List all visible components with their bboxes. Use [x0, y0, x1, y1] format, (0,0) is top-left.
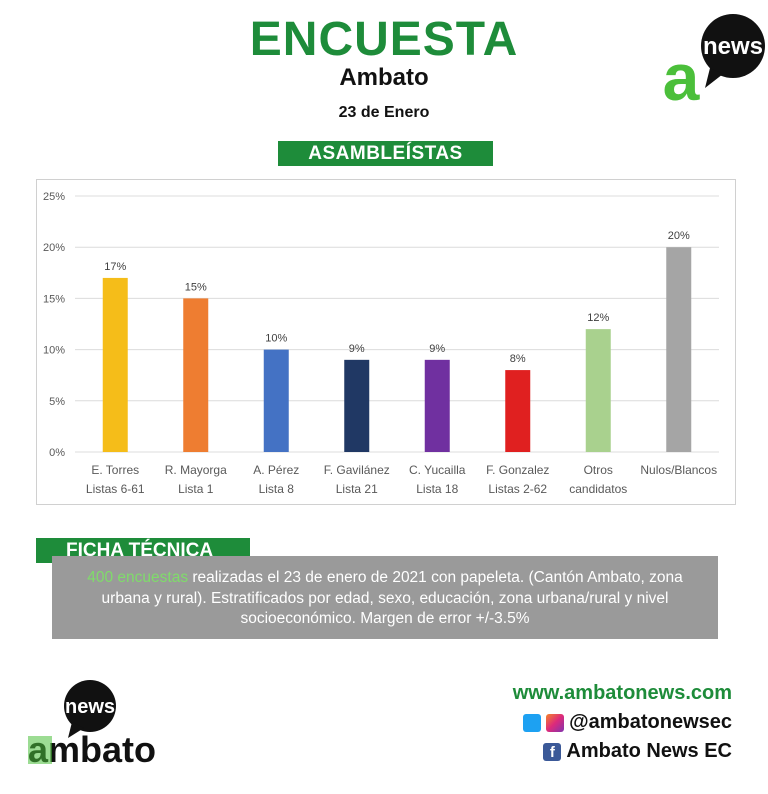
- x-tick-label: candidatos: [569, 482, 627, 496]
- x-tick-label: Otros: [584, 463, 613, 477]
- bar: [666, 247, 692, 452]
- bar: [344, 359, 370, 452]
- x-tick-label: Lista 18: [416, 482, 458, 496]
- x-tick-label: Lista 21: [336, 482, 378, 496]
- data-label: 10%: [265, 333, 287, 345]
- x-tick-label: Nulos/Blancos: [640, 463, 717, 477]
- logo-a-letter: a: [663, 40, 701, 104]
- data-label: 8%: [510, 353, 526, 365]
- logo-news-word: news: [703, 33, 763, 60]
- y-tick-label: 25%: [43, 191, 65, 203]
- x-tick-label: F. Gavilánez: [324, 463, 390, 477]
- page-title: ENCUESTA: [249, 13, 519, 66]
- y-tick-label: 5%: [49, 396, 65, 408]
- ambatonews-logo-bottom: news ambato: [28, 680, 156, 770]
- social-handle[interactable]: @ambatonewsec: [569, 711, 732, 733]
- y-tick-label: 20%: [43, 242, 65, 254]
- website-link[interactable]: www.ambatonews.com: [512, 682, 732, 704]
- x-tick-label: R. Mayorga: [165, 463, 227, 477]
- y-tick-label: 15%: [43, 293, 65, 305]
- bar: [263, 349, 289, 452]
- contact-block: www.ambatonews.com @ambatonewsec f Ambat…: [513, 682, 732, 763]
- data-label: 9%: [429, 343, 445, 355]
- data-label: 9%: [349, 343, 365, 355]
- data-label: 12%: [587, 312, 609, 324]
- ficha-body: realizadas el 23 de enero de 2021 con pa…: [101, 569, 683, 627]
- bar: [424, 359, 450, 452]
- chart-svg: 0% 5% 10% 15% 20% 25% 17% E. Torres Listas 6-61 1…: [43, 191, 719, 496]
- data-label: 15%: [185, 281, 207, 293]
- data-label: 20%: [668, 230, 690, 242]
- facebook-name[interactable]: Ambato News EC: [566, 740, 732, 762]
- x-tick-label: Listas 2-62: [488, 482, 547, 496]
- x-tick-label: E. Torres: [91, 463, 139, 477]
- ambatonews-logo-top: news a: [663, 14, 765, 104]
- ficha-highlight: 400 encuestas: [87, 569, 189, 586]
- x-tick-label: A. Pérez: [253, 463, 299, 477]
- x-tick-label: Listas 6-61: [86, 482, 145, 496]
- ficha-tecnica-text: 400 encuestas realizadas el 23 de enero …: [52, 556, 718, 639]
- data-label: 17%: [104, 261, 126, 273]
- bar: [102, 277, 128, 452]
- social-row: @ambatonewsec: [513, 711, 732, 734]
- facebook-row: f Ambato News EC: [513, 740, 732, 763]
- section-banner: ASAMBLEÍSTAS: [278, 141, 493, 166]
- x-tick-label: Lista 1: [178, 482, 214, 496]
- logo-bottom-news-word: news: [65, 696, 115, 718]
- survey-date: 23 de Enero: [338, 104, 430, 121]
- bar-chart: 0% 5% 10% 15% 20% 25% 17% E. Torres Listas 6-61 1…: [36, 179, 736, 505]
- page-subtitle: Ambato: [339, 64, 429, 91]
- bar: [505, 370, 531, 452]
- x-tick-label: F. Gonzalez: [486, 463, 549, 477]
- y-tick-label: 0%: [49, 447, 65, 459]
- y-tick-label: 10%: [43, 345, 65, 357]
- twitter-icon[interactable]: [523, 713, 542, 732]
- bar: [585, 329, 611, 452]
- instagram-icon[interactable]: [546, 713, 565, 732]
- x-tick-label: C. Yucailla: [409, 463, 466, 477]
- facebook-icon[interactable]: f: [543, 742, 562, 761]
- bar: [183, 298, 209, 452]
- x-tick-label: Lista 8: [259, 482, 295, 496]
